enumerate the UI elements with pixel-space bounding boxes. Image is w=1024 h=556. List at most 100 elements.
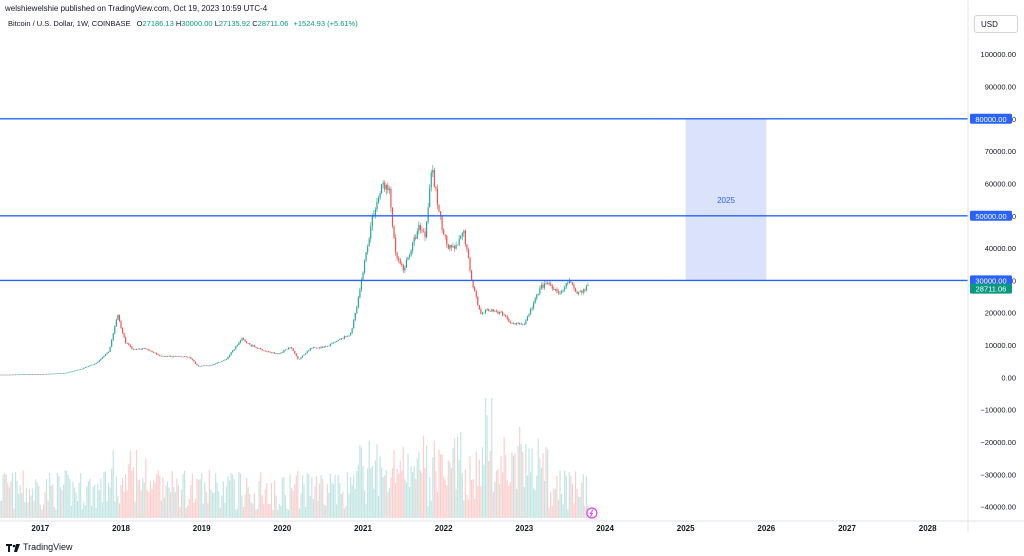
candle-body [298,359,300,360]
volume-bar [446,485,448,518]
volume-bar [52,484,54,518]
volume-bar [567,509,569,518]
candle-body [402,264,404,271]
range-box-2025[interactable] [685,118,767,281]
volume-bar [576,489,578,518]
candle-body [449,245,451,249]
volume-bar [438,449,440,518]
candle-body [58,373,60,374]
candle-body [500,311,502,313]
volume-bar [422,435,425,518]
candle-body [112,333,114,340]
candle-body [424,231,426,238]
volume-bar [145,458,147,518]
candle-body [266,351,268,352]
candle-body [401,263,403,265]
volume-bar [579,496,581,518]
candle-body [14,374,17,376]
ohlc-high-label: H [175,19,182,28]
candle-body [236,344,238,347]
candle-body [146,349,148,350]
volume-bar [533,488,535,518]
candle-body [281,352,283,353]
candle-body [246,341,248,344]
candle-body [339,339,341,340]
candle-body [45,373,48,375]
candle-body [315,347,318,349]
volume-bar [351,484,353,518]
volume-bar [460,431,462,518]
candle-body [107,351,110,353]
candle-body [168,355,170,357]
volume-bar [90,505,93,518]
range-box-label: 2025 [717,196,735,205]
candle-body [235,346,237,350]
candle-body [559,292,561,294]
volume-bar [61,490,63,518]
volume-bar [320,475,322,518]
event-marker-icon[interactable] [586,507,598,519]
volume-bar [317,500,319,518]
volume-bar [455,488,457,518]
candle-body [16,374,18,376]
volume-bar [94,484,96,518]
volume-bar [300,493,302,518]
volume-bar [233,479,235,518]
candle-body [585,286,587,291]
candle-body [94,363,96,365]
volume-bar [2,474,4,518]
candle-body [415,237,417,239]
candle-body [247,343,249,344]
volume-bar [255,509,257,518]
candle-body [104,354,107,356]
volume-bar [457,436,459,518]
candle-body [309,348,311,351]
x-tick-label: 2022 [435,524,453,533]
candle-body [294,351,296,354]
candle-body [287,347,290,350]
volume-bar [228,480,231,518]
volume-bar [185,507,187,518]
candle-body [53,373,55,375]
candle-body [249,343,251,345]
volume-bar [401,470,403,518]
candle-body [100,358,102,361]
volume-bar [92,486,94,518]
volume-bar [464,469,466,518]
candle-body [47,373,49,375]
volume-bar [154,482,156,518]
volume-bar [204,482,206,518]
volume-bar [135,449,138,518]
volume-bar [184,470,186,518]
candle-body [390,188,392,208]
candle-body [447,244,449,249]
volume-bar [301,475,304,518]
candle-body [368,238,370,247]
volume-bar [111,468,113,518]
volume-bar [28,489,31,518]
volume-bar [207,503,209,518]
candle-body [156,352,158,355]
x-tick-label: 2021 [354,524,372,533]
volume-bar [469,456,471,518]
candle-body [131,346,133,349]
candle-body [173,356,175,358]
hline-price-badge-text: 50000.00 [975,212,1006,221]
candle-body [457,244,459,246]
volume-bar [360,447,363,518]
candle-body [460,235,462,239]
volume-bar [75,492,77,518]
currency-selector[interactable]: USD [974,15,1018,33]
volume-bar [466,494,468,518]
volume-bar [429,477,431,518]
candle-body [480,309,482,314]
volume-bar [322,479,324,518]
volume-bar [190,485,192,518]
candle-body [13,374,15,376]
candle-body [256,347,259,349]
candle-body [123,332,125,338]
candle-body [326,346,328,347]
candle-body [222,360,224,362]
volume-bar [547,449,549,518]
